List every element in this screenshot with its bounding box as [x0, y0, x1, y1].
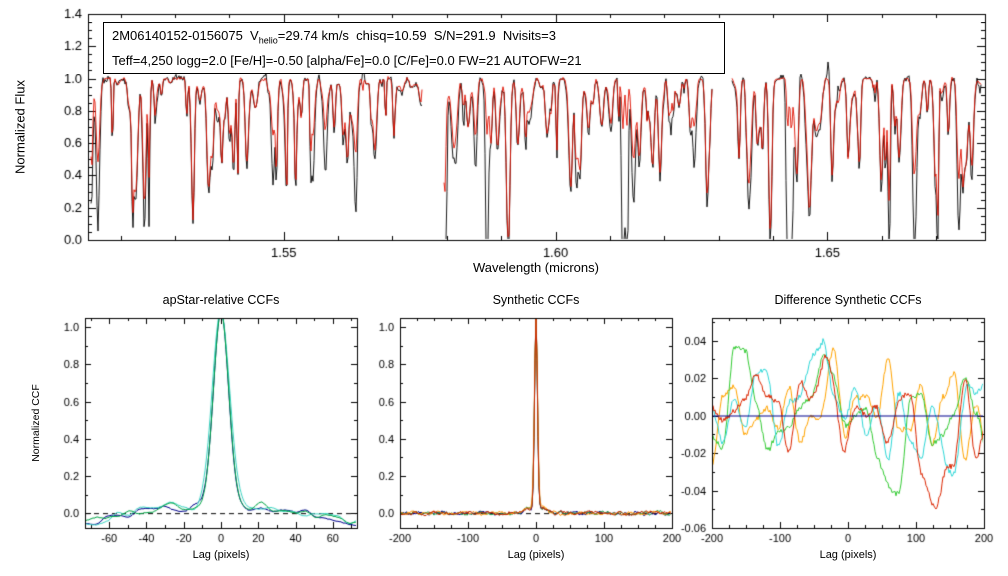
apstar-ccf-x-axis-label: Lag (pixels): [192, 549, 250, 561]
synthetic-ccf-x-axis-label: Lag (pixels): [507, 549, 565, 561]
synthetic-ccf-title: Synthetic CCFs: [492, 293, 580, 307]
annotation-line-2: Teff=4,250 logg=2.0 [Fe/H]=-0.50 [alpha/…: [112, 52, 582, 68]
difference-ccf-title: Difference Synthetic CCFs: [774, 293, 922, 307]
annotation-line-1: 2M06140152-0156075 Vhelio=29.74 km/s chi…: [112, 26, 716, 51]
ccf-y-axis-label: Normalized CCF: [30, 384, 42, 462]
apstar-ccf-title: apStar-relative CCFs: [162, 293, 280, 307]
annotation-vhelio-subscript: helio: [258, 35, 278, 46]
spectrum-annotation-box: 2M06140152-0156075 Vhelio=29.74 km/s chi…: [103, 22, 725, 74]
spectrum-y-axis-label: Normalized Flux: [12, 80, 28, 174]
difference-ccf-x-axis-label: Lag (pixels): [819, 549, 877, 561]
spectrum-x-axis-label: Wavelength (microns): [473, 260, 599, 275]
annotation-fit-stats: =29.74 km/s chisq=10.59 S/N=291.9 Nvisit…: [277, 28, 556, 43]
annotation-star-id: 2M06140152-0156075 V: [112, 28, 259, 43]
